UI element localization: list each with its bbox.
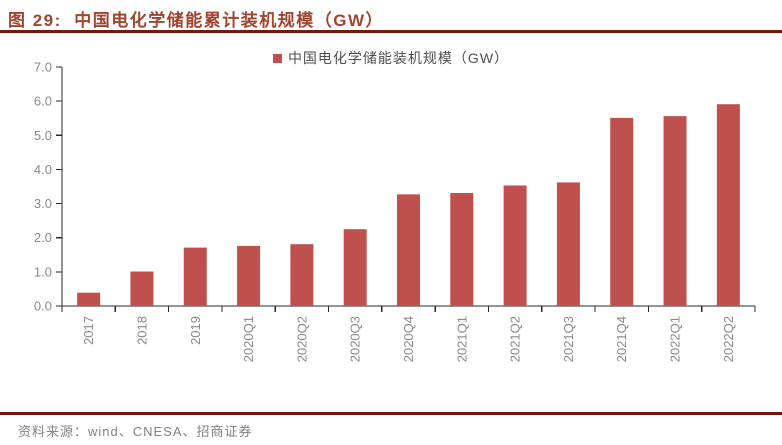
source-note: 资料来源：wind、CNESA、招商证券 [18,424,253,439]
bar [397,194,420,306]
bar [237,245,261,306]
y-axis-label: 0.0 [34,299,52,314]
bar [503,185,527,306]
x-axis-label: 2020Q1 [241,316,256,362]
y-axis-label: 2.0 [34,230,52,245]
x-axis-label: 2020Q2 [294,316,309,362]
bar [663,116,687,306]
bar [130,271,154,306]
x-axis-label: 2018 [134,316,149,345]
x-axis-label: 2021Q3 [561,316,576,362]
bar [556,182,580,306]
y-axis-label: 1.0 [34,264,52,279]
bar [183,247,207,306]
y-axis-label: 5.0 [34,128,52,143]
bar [343,229,367,306]
bar [290,244,314,306]
footer-divider [0,412,782,415]
bar [716,104,740,306]
bar [450,192,474,306]
x-axis-label: 2021Q4 [614,316,629,362]
x-axis-label: 2022Q2 [721,316,736,362]
x-axis-label: 2021Q2 [508,316,523,362]
figure-title: 图 29: 中国电化学储能累计装机规模（GW） [8,11,385,30]
y-axis-label: 6.0 [34,94,52,109]
x-axis-label: 2020Q4 [401,316,416,362]
bar [610,117,634,306]
y-axis-label: 7.0 [34,60,52,75]
bar [77,292,101,306]
legend-swatch-icon [272,53,282,63]
y-axis-label: 3.0 [34,196,52,211]
y-axis-label: 4.0 [34,162,52,177]
x-axis-label: 2020Q3 [348,316,363,362]
x-axis-label: 2017 [81,316,96,345]
legend-label: 中国电化学储能装机规模（GW） [287,50,510,66]
x-axis-label: 2019 [188,316,203,345]
chart-legend: 中国电化学储能装机规模（GW） [0,48,782,68]
x-axis-label: 2022Q1 [668,316,683,362]
title-divider [0,30,782,33]
x-axis-label: 2021Q1 [454,316,469,362]
